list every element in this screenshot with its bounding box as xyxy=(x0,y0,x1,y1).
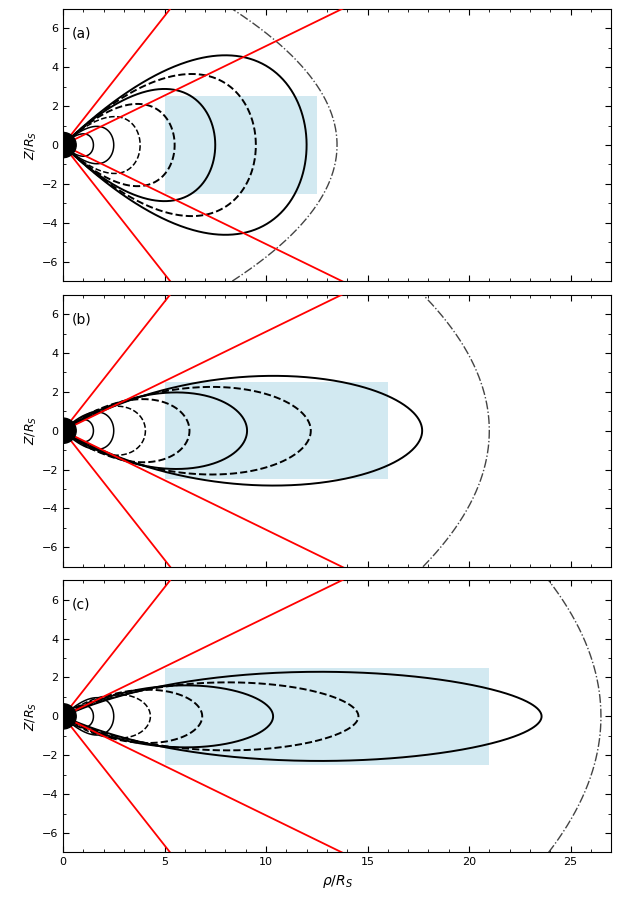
Circle shape xyxy=(50,704,76,729)
Y-axis label: $Z/R_S$: $Z/R_S$ xyxy=(24,702,39,731)
Y-axis label: $Z/R_S$: $Z/R_S$ xyxy=(24,416,39,446)
Text: (c): (c) xyxy=(72,598,91,612)
Circle shape xyxy=(50,133,76,158)
Text: (a): (a) xyxy=(72,26,91,41)
Bar xyxy=(164,667,490,765)
Text: (b): (b) xyxy=(72,312,92,327)
Bar xyxy=(164,97,317,194)
X-axis label: $\rho/R_S$: $\rho/R_S$ xyxy=(321,873,353,889)
Circle shape xyxy=(50,418,76,444)
Bar xyxy=(164,382,388,479)
Y-axis label: $Z/R_S$: $Z/R_S$ xyxy=(24,131,39,160)
